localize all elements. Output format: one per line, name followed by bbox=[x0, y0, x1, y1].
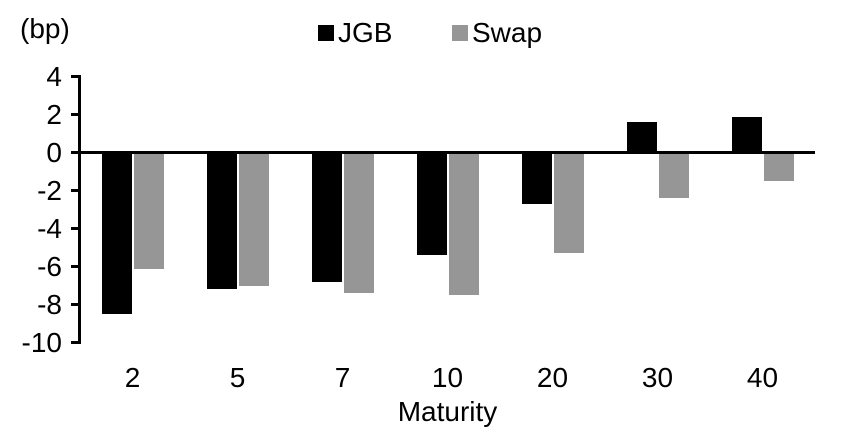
y-axis-tick bbox=[71, 303, 79, 307]
x-axis-title: Maturity bbox=[397, 396, 498, 427]
y-axis-tick bbox=[71, 227, 79, 231]
bar-jgb-10 bbox=[416, 152, 447, 256]
x-axis-category-label: 40 bbox=[746, 362, 779, 393]
x-axis-category-label: 5 bbox=[229, 362, 246, 393]
y-axis-tick bbox=[71, 113, 79, 117]
y-axis-tick bbox=[71, 341, 79, 345]
bar-jgb-5 bbox=[206, 152, 237, 290]
bar-jgb-2 bbox=[101, 152, 132, 315]
bar-jgb-7 bbox=[311, 152, 342, 282]
x-axis-category-label: 2 bbox=[124, 362, 141, 393]
y-axis-tick-label: -4 bbox=[37, 212, 62, 244]
y-axis-tick bbox=[71, 151, 79, 155]
bar-swap-5 bbox=[238, 152, 269, 286]
y-axis-tick-label: -8 bbox=[37, 288, 62, 320]
y-axis-tick bbox=[71, 265, 79, 269]
bar-jgb-40 bbox=[731, 116, 762, 153]
y-axis-tick-label: 2 bbox=[46, 98, 62, 130]
bar-swap-10 bbox=[448, 152, 479, 296]
x-axis-category-label: 20 bbox=[536, 362, 569, 393]
y-axis-tick-label: -2 bbox=[37, 174, 62, 206]
x-axis-category-label: 10 bbox=[431, 362, 464, 393]
x-axis-category-label: 7 bbox=[334, 362, 351, 393]
x-axis-category-label: 30 bbox=[641, 362, 674, 393]
y-axis-tick bbox=[71, 189, 79, 193]
y-axis-tick-label: 0 bbox=[46, 136, 62, 168]
bar-swap-7 bbox=[343, 152, 374, 294]
y-axis-tick-label: -6 bbox=[37, 250, 62, 282]
y-axis-tick bbox=[71, 75, 79, 79]
y-axis-unit-label: (bp) bbox=[20, 13, 70, 44]
bar-swap-2 bbox=[133, 152, 164, 269]
bar-jgb-20 bbox=[521, 152, 552, 204]
bar-swap-30 bbox=[658, 152, 689, 199]
bar-jgb-30 bbox=[626, 122, 657, 153]
x-axis-zero-line bbox=[80, 151, 815, 154]
y-axis-tick-label: -10 bbox=[21, 326, 62, 358]
y-axis-line bbox=[78, 75, 81, 344]
bar-swap-20 bbox=[553, 152, 584, 254]
y-axis-tick-label: 4 bbox=[46, 60, 62, 92]
bar-swap-40 bbox=[763, 152, 794, 182]
